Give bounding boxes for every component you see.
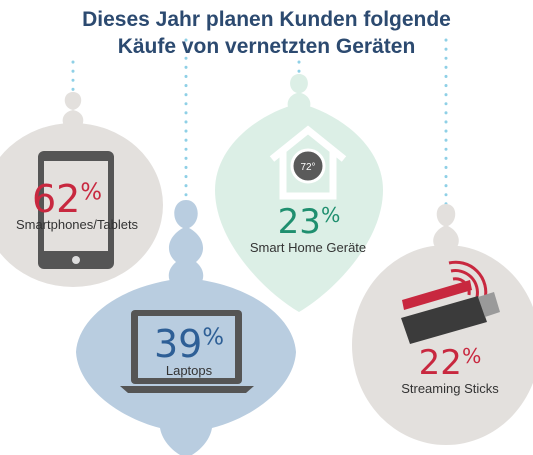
category-label: Smart Home Geräte (250, 240, 366, 255)
ornament-smart-home: 72° 23% Smart Home Geräte (215, 74, 383, 312)
percent-sign: % (462, 344, 481, 368)
ornament-streaming-sticks: 22% Streaming Sticks (352, 204, 533, 445)
laptop-icon (120, 310, 254, 393)
ornament-cap (62, 92, 84, 128)
percent-sign: % (80, 179, 102, 205)
chart-title-line-1: Dieses Jahr planen Kunden folgende (82, 8, 451, 31)
ornament-cap (287, 74, 311, 112)
ornament-laptops: 39% Laptops (76, 200, 296, 455)
ornament-cap (168, 200, 204, 290)
streaming-stick-icon (401, 260, 500, 344)
thermostat-icon (290, 148, 326, 184)
chart-title: Dieses Jahr planen Kunden folgende Käufe… (0, 6, 533, 60)
percent-sign: % (321, 203, 340, 227)
smart-home-icon: 72° (269, 125, 347, 200)
hanging-strings (71, 38, 448, 206)
tablet-icon (38, 151, 114, 269)
ornament-cap (433, 204, 459, 250)
ornament-smartphones: 62% Smartphones/Tablets (0, 92, 163, 287)
chart-title-line-2: Käufe von vernetzten Geräten (117, 35, 416, 58)
percent-sign: % (202, 324, 224, 350)
category-label: Smartphones/Tablets (16, 217, 139, 232)
thermostat-label: 72° (300, 162, 315, 173)
category-label: Laptops (166, 363, 213, 378)
category-label: Streaming Sticks (401, 381, 499, 396)
